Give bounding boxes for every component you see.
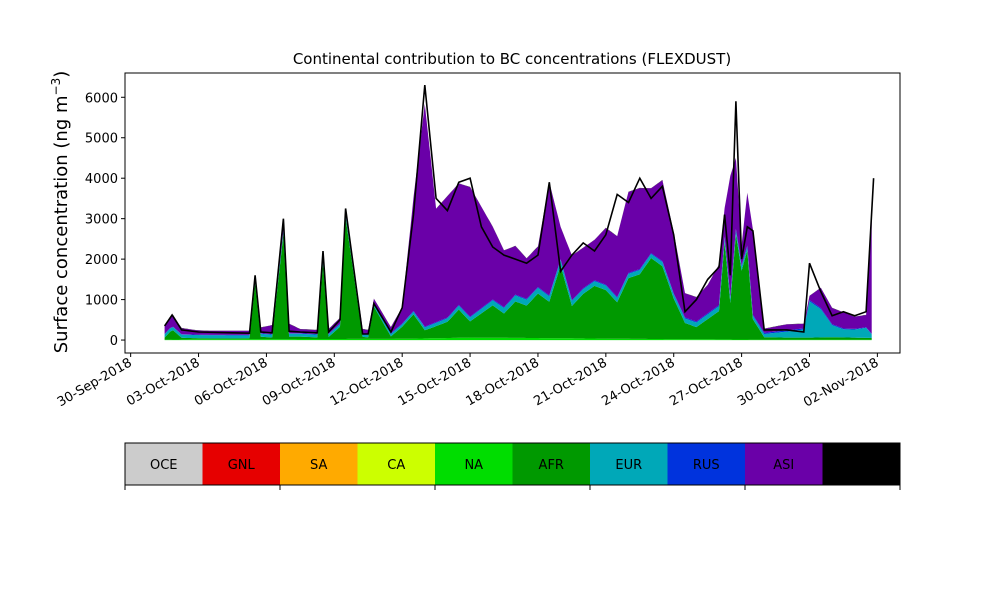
- colorbar-swatch-oce: [125, 443, 203, 485]
- colorbar-label-eur: EUR: [615, 458, 642, 473]
- y-tick-label: 1000: [85, 294, 118, 309]
- x-tick-label: 30-Sep-2018: [55, 355, 135, 410]
- total-line-group: [163, 85, 875, 335]
- colorbar: OCE GNL SA CA NA AFR EUR RUS ASI AUS: [124, 442, 901, 490]
- x-tick-label: 12-Oct-2018: [328, 355, 406, 409]
- x-axis: 30-Sep-201803-Oct-201806-Oct-201809-Oct-…: [55, 353, 881, 410]
- x-tick-label: 09-Oct-2018: [260, 355, 338, 409]
- colorbar-label-rus: RUS: [693, 458, 720, 473]
- y-axis-label-main: Surface concentration (ng m: [51, 95, 72, 353]
- y-tick-label: 6000: [85, 91, 118, 106]
- colorbar-label-sa: SA: [310, 458, 327, 473]
- x-tick-label: 03-Oct-2018: [124, 355, 202, 409]
- x-tick-label: 27-Oct-2018: [667, 355, 745, 409]
- y-tick-label: 5000: [85, 132, 118, 147]
- colorbar-swatch-asi: [745, 443, 823, 485]
- y-axis-label-superscript: −3: [49, 78, 63, 96]
- y-axis: 0 1000 2000 3000 4000 5000 6000: [85, 91, 125, 349]
- x-tick-label: 21-Oct-2018: [531, 355, 609, 409]
- colorbar-swatch-rus: [667, 443, 746, 485]
- colorbar-swatch-na: [435, 443, 513, 485]
- x-tick-label: 15-Oct-2018: [396, 355, 474, 409]
- colorbar-label-asi: ASI: [773, 458, 794, 473]
- colorbar-label-gnl: GNL: [228, 458, 256, 473]
- y-tick-label: 2000: [85, 253, 118, 268]
- colorbar-label-na: NA: [464, 458, 483, 473]
- x-tick-label: 24-Oct-2018: [599, 355, 677, 409]
- colorbar-frame: [124, 442, 901, 486]
- colorbar-label-ca: CA: [387, 458, 405, 473]
- x-tick-label: 18-Oct-2018: [464, 355, 542, 409]
- colorbar-swatch-afr: [512, 443, 591, 485]
- x-tick-label: 30-Oct-2018: [735, 355, 813, 409]
- colorbar-swatch-eur: [590, 443, 668, 485]
- y-axis-label-close: ): [51, 71, 72, 78]
- y-tick-label: 3000: [85, 213, 118, 228]
- total-line: [163, 85, 875, 335]
- colorbar-swatch-ca: [357, 443, 436, 485]
- area-asi: [164, 104, 872, 335]
- y-tick-label: 4000: [85, 172, 118, 187]
- colorbar-swatch-gnl: [202, 443, 281, 485]
- y-axis-label: Surface concentration (ng m−3): [49, 71, 72, 354]
- x-tick-label: 06-Oct-2018: [192, 355, 270, 409]
- colorbar-swatch-aus: [822, 443, 901, 485]
- plot-frame: [124, 72, 901, 354]
- area-afr: [164, 217, 872, 340]
- chart-title: Continental contribution to BC concentra…: [293, 50, 731, 68]
- x-tick-label: 02-Nov-2018: [801, 355, 881, 410]
- colorbar-label-aus: AUS: [848, 458, 875, 473]
- colorbar-swatch-sa: [280, 443, 358, 485]
- y-tick-label: 0: [110, 334, 118, 349]
- stacked-areas: [164, 103, 872, 341]
- colorbar-label-afr: AFR: [539, 458, 564, 473]
- colorbar-label-oce: OCE: [150, 458, 178, 473]
- area-na: [164, 337, 872, 341]
